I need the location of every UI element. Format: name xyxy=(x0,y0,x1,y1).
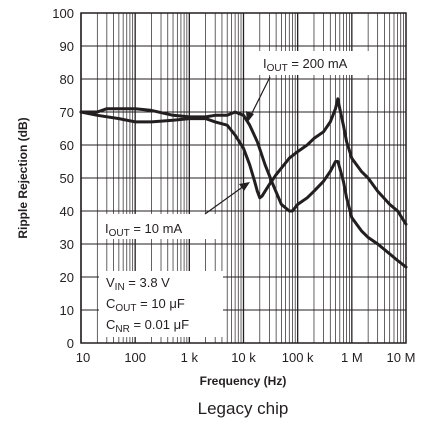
y-tick-label: 40 xyxy=(60,204,74,219)
annotation-200ma-arrow xyxy=(249,76,271,118)
annotation-10ma: IOUT = 10 mA xyxy=(105,221,182,239)
y-tick-label: 90 xyxy=(60,39,74,54)
series-line-iout-200ma xyxy=(79,107,408,269)
x-tick-label: 10 xyxy=(76,350,90,365)
series-line-iout-10ma xyxy=(79,97,408,226)
y-tick-label: 70 xyxy=(60,105,74,120)
y-tick-label: 20 xyxy=(60,270,74,285)
y-tick-label: 100 xyxy=(52,6,74,21)
condition-cnr: CNR = 0.01 μF xyxy=(106,317,189,335)
y-tick-labels: 0 10 20 30 40 50 60 70 80 90 100 xyxy=(52,6,74,351)
y-tick-label: 80 xyxy=(60,72,74,87)
y-axis-title: Ripple Rejection (dB) xyxy=(16,117,30,238)
x-tick-label: 10 M xyxy=(387,350,416,365)
x-axis-title: Frequency (Hz) xyxy=(200,374,287,388)
y-tick-label: 60 xyxy=(60,138,74,153)
y-tick-label: 50 xyxy=(60,171,74,186)
series-lines xyxy=(79,97,408,269)
y-tick-label: 0 xyxy=(67,336,74,351)
x-tick-label: 1 k xyxy=(181,350,199,365)
annotation-200ma-box xyxy=(255,51,377,75)
annotation-10ma-arrowhead xyxy=(239,182,250,191)
x-tick-labels: 10 100 1 k 10 k 100 k 1 M 10 M xyxy=(76,350,416,365)
x-tick-label: 100 xyxy=(124,350,146,365)
plot-frame xyxy=(80,12,407,344)
conditions-box xyxy=(99,271,223,337)
x-tick-label: 100 k xyxy=(282,350,314,365)
annotation-10ma-box xyxy=(98,214,220,239)
y-tick-label: 30 xyxy=(60,237,74,252)
annotation-200ma-arrowhead xyxy=(246,111,254,123)
annotation-10ma-arrow xyxy=(204,185,245,215)
condition-cout: COUT = 10 μF xyxy=(106,296,185,314)
y-tick-label: 10 xyxy=(60,303,74,318)
x-tick-label: 1 M xyxy=(341,350,363,365)
condition-vin: VIN = 3.8 V xyxy=(106,275,170,293)
chart-caption: Legacy chip xyxy=(198,399,289,418)
annotation-200ma: IOUT = 200 mA xyxy=(263,56,348,74)
x-tick-label: 10 k xyxy=(231,350,256,365)
